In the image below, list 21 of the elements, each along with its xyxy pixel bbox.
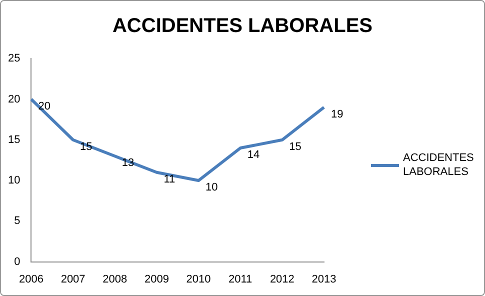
legend-label: ACCIDENTES LABORALES	[403, 151, 475, 179]
data-label: 15	[289, 140, 302, 153]
y-tick-label: 10	[8, 174, 20, 187]
data-label: 10	[206, 182, 218, 194]
y-tick-label: 15	[8, 134, 20, 146]
x-tick-label: 2009	[144, 273, 169, 286]
data-label: 11	[164, 173, 176, 186]
x-tick-label: 2013	[312, 273, 336, 286]
x-tick-label: 2012	[270, 273, 294, 286]
y-tick-label: 25	[8, 52, 20, 65]
y-tick-label: 5	[14, 215, 20, 228]
x-tick-label: 2006	[18, 273, 44, 286]
x-tick-label: 2008	[102, 273, 128, 286]
data-label: 19	[331, 108, 344, 120]
data-label: 14	[247, 149, 260, 162]
y-tick-label: 0	[14, 256, 20, 268]
y-tick-label: 20	[8, 93, 20, 106]
x-tick-label: 2011	[228, 273, 252, 286]
chart-title: ACCIDENTES LABORALES	[111, 15, 374, 38]
x-tick-label: 2007	[60, 273, 86, 286]
x-tick-label: 2010	[186, 273, 211, 286]
